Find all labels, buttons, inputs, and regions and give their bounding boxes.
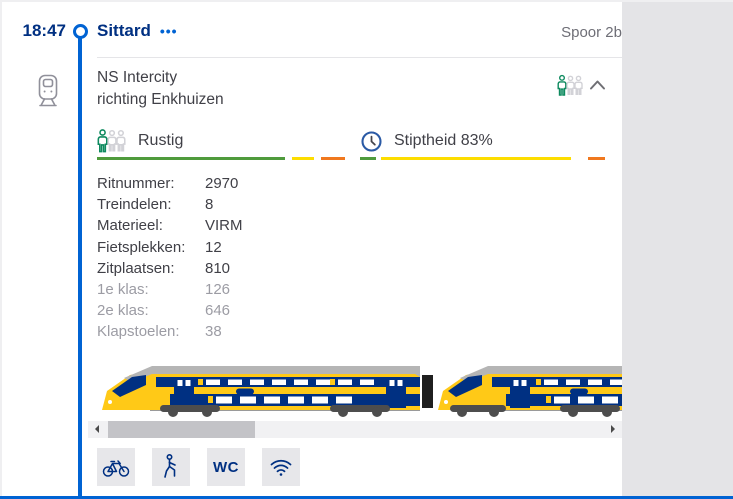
bar-segment-orange xyxy=(588,157,605,160)
bar-segment-yellow xyxy=(292,157,314,160)
detail-row: Zitplaatsen: 810 xyxy=(97,259,231,277)
detail-row: Fietsplekken: 12 xyxy=(97,238,222,256)
scroll-right-arrow-icon[interactable] xyxy=(611,425,615,433)
wifi-icon xyxy=(270,459,292,476)
chevron-up-icon[interactable] xyxy=(589,78,606,96)
punctuality-indicator: Stiptheid 83% xyxy=(360,126,622,156)
virm-train-illustration xyxy=(90,361,622,418)
crowdedness-bar xyxy=(97,157,345,160)
wifi-facility-badge xyxy=(262,448,300,486)
bottom-accent-bar xyxy=(0,496,733,499)
bar-segment-yellow xyxy=(381,157,571,160)
detail-row: Ritnummer: 2970 xyxy=(97,175,239,192)
header-divider xyxy=(97,57,622,58)
detail-row: 1e klas: 126 xyxy=(97,280,231,298)
crowd-icon xyxy=(557,73,584,104)
wc-facility-badge: WC xyxy=(207,448,245,486)
train-details-list: Ritnummer: 2970 Treindelen: 8 Materieel:… xyxy=(97,173,243,343)
crowd-persons-icon xyxy=(97,128,126,152)
station-name: Sittard xyxy=(97,21,151,40)
scroll-left-arrow-icon[interactable] xyxy=(95,425,99,433)
bar-segment-green xyxy=(97,157,285,160)
bicycle-icon xyxy=(102,459,130,477)
punctuality-bar xyxy=(360,157,605,160)
detail-row: Klapstoelen: 38 xyxy=(97,323,222,341)
wc-icon: WC xyxy=(213,458,239,476)
accessible-boarding-icon xyxy=(164,454,176,478)
bicycle-facility-badge xyxy=(97,448,135,486)
service-info: NS Intercity richting Enkhuizen xyxy=(97,67,224,111)
crowdedness-label: Rustig xyxy=(138,132,184,149)
right-side-panel xyxy=(622,0,733,496)
top-edge xyxy=(0,0,733,2)
detail-row: Treindelen: 8 xyxy=(97,196,214,214)
platform-label: Spoor 2b xyxy=(561,24,622,41)
stop-timeline-dot xyxy=(73,24,88,39)
detail-row: 2e klas: 646 xyxy=(97,302,231,320)
bar-segment-orange xyxy=(321,157,345,160)
departure-time: 18:47 xyxy=(22,21,66,40)
punctuality-label: Stiptheid 83% xyxy=(394,132,493,149)
train-scrollbar[interactable] xyxy=(88,421,622,438)
clock-icon xyxy=(361,130,382,152)
accessible-boarding-badge xyxy=(152,448,190,486)
facility-badges: WC xyxy=(97,448,300,486)
more-options-icon[interactable]: ••• xyxy=(159,22,178,39)
left-edge xyxy=(0,0,2,499)
journey-timeline-line xyxy=(78,36,82,496)
service-name: NS Intercity xyxy=(97,69,178,86)
station-row: Sittard ••• xyxy=(97,21,178,41)
service-direction: richting Enkhuizen xyxy=(97,91,224,108)
scrollbar-thumb[interactable] xyxy=(108,421,255,438)
crowdedness-indicator: Rustig xyxy=(97,126,345,156)
detail-row: Materieel: VIRM xyxy=(97,217,243,235)
bar-segment-green xyxy=(360,157,376,160)
train-stop-icon xyxy=(36,74,60,113)
